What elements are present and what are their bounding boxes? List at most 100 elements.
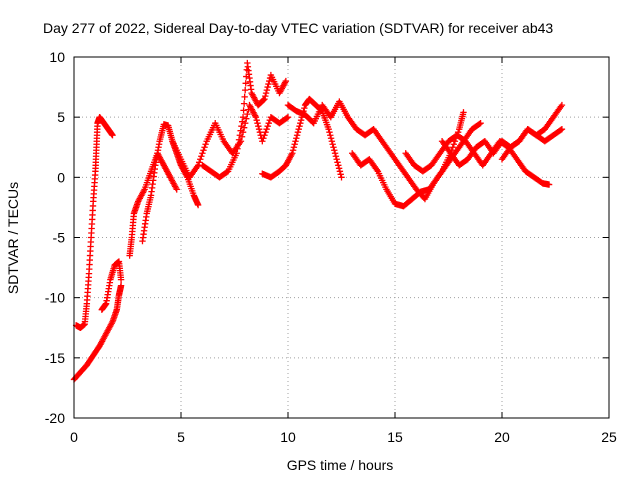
data-point bbox=[197, 156, 204, 163]
data-point bbox=[235, 141, 242, 148]
data-point bbox=[255, 122, 262, 130]
x-tick-label: 20 bbox=[494, 429, 510, 445]
data-point bbox=[284, 113, 292, 121]
data-point bbox=[242, 119, 249, 127]
series-track-k bbox=[402, 132, 553, 188]
data-point bbox=[254, 119, 261, 127]
data-point bbox=[289, 150, 296, 157]
data-point bbox=[261, 95, 268, 103]
data-point bbox=[450, 141, 458, 148]
data-point bbox=[262, 92, 269, 100]
x-tick-label: 5 bbox=[177, 429, 185, 445]
data-point bbox=[335, 162, 342, 169]
data-point bbox=[262, 129, 269, 136]
data-point bbox=[265, 119, 272, 127]
data-point bbox=[239, 118, 246, 125]
data-point bbox=[337, 171, 344, 178]
data-point bbox=[289, 147, 297, 154]
data-point bbox=[325, 126, 332, 133]
y-tick-labels: -20 -15 -10 -5 0 5 10 bbox=[45, 49, 65, 426]
data-point bbox=[297, 116, 305, 124]
y-axis-label: SDTVAR / TECUs bbox=[5, 182, 21, 294]
data-point bbox=[460, 109, 467, 116]
data-point bbox=[239, 113, 247, 121]
data-point bbox=[291, 141, 298, 148]
y-tick-label: 0 bbox=[57, 169, 65, 185]
y-tick-label: -5 bbox=[53, 230, 66, 246]
data-point bbox=[294, 129, 302, 136]
y-tick-label: -10 bbox=[45, 290, 65, 306]
data-point bbox=[328, 138, 336, 145]
data-point bbox=[283, 114, 291, 122]
chart-title: Day 277 of 2022, Sidereal Day-to-day VTE… bbox=[43, 20, 553, 36]
data-point bbox=[296, 122, 303, 130]
data-point bbox=[195, 159, 203, 166]
series-track-i bbox=[284, 98, 467, 203]
data-point bbox=[329, 141, 336, 148]
x-tick-label: 15 bbox=[387, 429, 403, 445]
data-point bbox=[263, 126, 270, 133]
data-point bbox=[290, 144, 298, 151]
data-point bbox=[558, 101, 566, 109]
data-point bbox=[261, 132, 268, 139]
data-point bbox=[293, 135, 300, 142]
data-point bbox=[338, 174, 345, 181]
data-point bbox=[252, 113, 260, 121]
data-point bbox=[336, 168, 344, 175]
data-point bbox=[295, 126, 302, 133]
series-track-g bbox=[199, 59, 290, 181]
data-point bbox=[202, 141, 209, 148]
data-point bbox=[200, 147, 207, 154]
axis-ticks bbox=[73, 56, 610, 419]
data-point bbox=[335, 165, 343, 172]
data-point bbox=[256, 129, 264, 136]
data-point bbox=[477, 119, 484, 127]
data-point bbox=[557, 126, 565, 134]
data-point bbox=[241, 93, 248, 101]
data-point bbox=[233, 150, 240, 157]
data-point bbox=[265, 80, 272, 88]
data-point bbox=[117, 282, 125, 289]
data-point bbox=[240, 107, 247, 114]
data-point bbox=[282, 77, 290, 85]
data-point bbox=[253, 116, 260, 124]
data-point bbox=[292, 138, 299, 145]
data-point bbox=[326, 129, 333, 136]
data-point bbox=[476, 120, 483, 128]
data-point bbox=[545, 181, 553, 188]
data-point bbox=[260, 96, 267, 104]
data-point bbox=[194, 201, 202, 209]
data-point bbox=[235, 136, 243, 143]
data-point bbox=[199, 150, 206, 157]
data-point bbox=[331, 150, 339, 157]
data-point bbox=[236, 132, 244, 139]
data-point bbox=[237, 127, 244, 134]
data-point bbox=[333, 156, 340, 163]
data-point bbox=[262, 89, 270, 97]
x-tick-labels: 0 5 10 15 20 25 bbox=[70, 429, 617, 445]
data-point bbox=[264, 83, 271, 91]
y-tick-label: 5 bbox=[57, 109, 65, 125]
series-track-m bbox=[498, 126, 566, 163]
data-point bbox=[332, 153, 340, 160]
data-point bbox=[449, 144, 456, 151]
data-point bbox=[263, 86, 271, 94]
data-point bbox=[234, 145, 241, 152]
series-track-j bbox=[349, 119, 484, 210]
data-point bbox=[293, 132, 301, 139]
data-point bbox=[238, 122, 245, 130]
data-point bbox=[173, 186, 180, 193]
data-point bbox=[327, 135, 335, 142]
data-point bbox=[264, 122, 271, 130]
data-point bbox=[260, 135, 267, 142]
data-point bbox=[255, 126, 263, 133]
data-point bbox=[242, 86, 249, 94]
data-point bbox=[242, 80, 249, 87]
x-tick-label: 10 bbox=[280, 429, 296, 445]
y-tick-label: -15 bbox=[45, 350, 65, 366]
data-point bbox=[330, 144, 337, 151]
series-track-d bbox=[126, 150, 180, 259]
data-point bbox=[201, 144, 208, 151]
data-point bbox=[198, 153, 205, 160]
